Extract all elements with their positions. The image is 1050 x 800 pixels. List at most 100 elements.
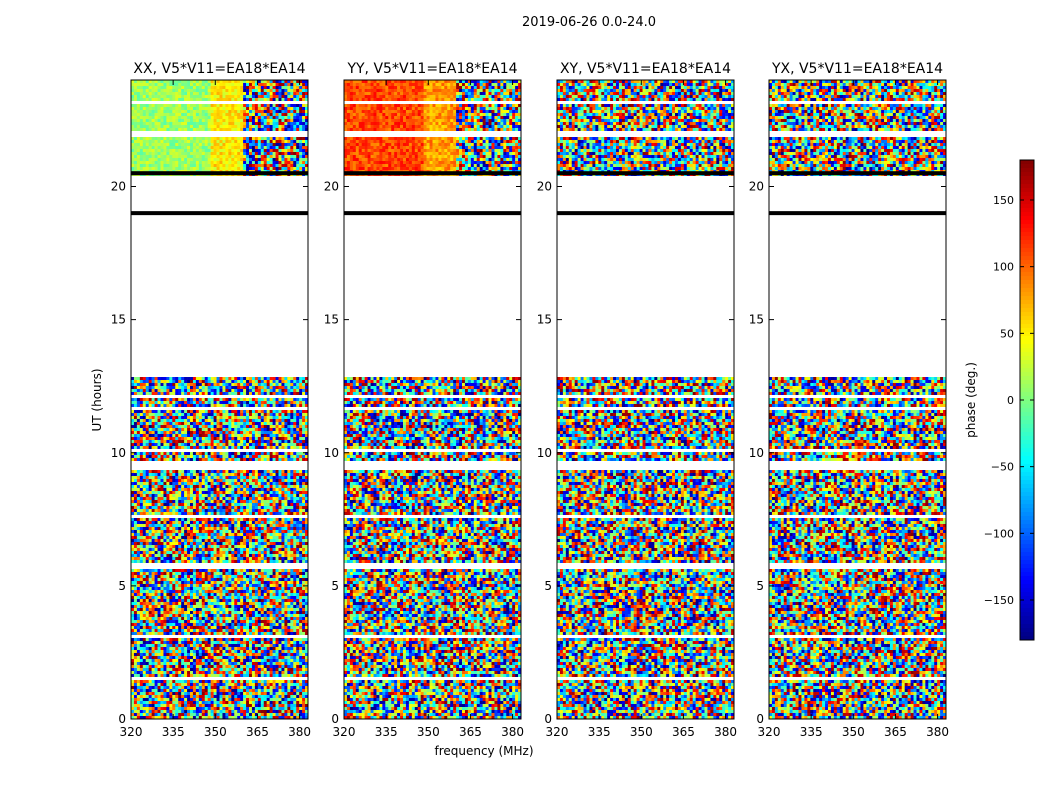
heatmap-cell <box>296 80 300 83</box>
heatmap-cell <box>157 149 161 152</box>
heatmap-cell <box>195 458 200 461</box>
heatmap-cell <box>254 482 259 485</box>
heatmap-cell <box>257 458 262 461</box>
heatmap-cell <box>157 473 161 476</box>
heatmap-cell <box>260 125 265 128</box>
heatmap-cell <box>228 548 232 551</box>
heatmap-cell <box>175 518 179 521</box>
heatmap-cell <box>148 506 152 509</box>
heatmap-cell <box>266 422 270 425</box>
heatmap-cell <box>260 380 265 383</box>
heatmap-cell <box>151 542 155 545</box>
heatmap-cell <box>231 470 235 473</box>
heatmap-cell <box>187 419 191 422</box>
heatmap-cell <box>254 530 259 533</box>
heatmap-cell <box>296 398 300 401</box>
heatmap-cell <box>210 443 214 446</box>
heatmap-cell <box>187 398 191 401</box>
heatmap-cell <box>145 383 149 386</box>
heatmap-cell <box>136 500 141 503</box>
heatmap-cell <box>293 500 297 503</box>
heatmap-cell <box>231 164 235 167</box>
heatmap-cell <box>145 545 149 548</box>
heatmap-cell <box>210 113 214 116</box>
heatmap-cell <box>139 413 144 416</box>
heatmap-cell <box>246 95 250 98</box>
heatmap-cell <box>263 161 267 164</box>
heatmap-cell <box>131 146 135 149</box>
heatmap-cell <box>198 119 203 122</box>
heatmap-cell <box>201 479 206 482</box>
heatmap-cell <box>266 383 270 386</box>
heatmap-cell <box>228 485 232 488</box>
heatmap-cell <box>207 497 211 500</box>
heatmap-cell <box>263 398 267 401</box>
heatmap-cell <box>178 116 182 119</box>
heatmap-cell <box>237 524 241 527</box>
heatmap-cell <box>142 158 147 161</box>
heatmap-cell <box>257 410 262 413</box>
heatmap-cell <box>234 542 238 545</box>
heatmap-cell <box>187 551 191 554</box>
heatmap-cell <box>254 155 259 158</box>
heatmap-cell <box>166 539 170 542</box>
heatmap-cell <box>240 167 244 170</box>
heatmap-cell <box>198 122 203 125</box>
heatmap-cell <box>222 512 226 515</box>
heatmap-cell <box>187 140 191 143</box>
heatmap-cell <box>157 470 161 473</box>
heatmap-cell <box>181 476 185 479</box>
heatmap-cell <box>278 455 282 458</box>
heatmap-cell <box>305 419 309 422</box>
heatmap-cell <box>272 452 276 455</box>
heatmap-cell <box>228 503 232 506</box>
heatmap-cell <box>275 551 279 554</box>
heatmap-cell <box>278 83 282 86</box>
heatmap-cell <box>299 389 303 392</box>
heatmap-cell <box>210 167 214 170</box>
heatmap-cell <box>204 527 208 530</box>
heatmap-cell <box>207 98 211 101</box>
heatmap-cell <box>302 446 306 449</box>
heatmap-cell <box>240 398 244 401</box>
heatmap-cell <box>302 455 306 458</box>
heatmap-cell <box>254 389 259 392</box>
heatmap-cell <box>228 143 232 146</box>
heatmap-cell <box>216 155 220 158</box>
heatmap-cell <box>225 389 229 392</box>
heatmap-cell <box>287 491 291 494</box>
heatmap-cell <box>234 152 238 155</box>
heatmap-cell <box>136 434 141 437</box>
heatmap-cell <box>225 116 229 119</box>
heatmap-cell <box>154 386 158 389</box>
heatmap-cell <box>169 440 173 443</box>
heatmap-cell <box>131 392 135 395</box>
heatmap-cell <box>243 557 247 560</box>
heatmap-cell <box>204 476 208 479</box>
heatmap-cell <box>210 137 214 140</box>
heatmap-cell <box>195 512 200 515</box>
heatmap-cell <box>296 95 300 98</box>
heatmap-cell <box>296 386 300 389</box>
heatmap-cell <box>187 401 191 404</box>
heatmap-cell <box>131 389 135 392</box>
heatmap-cell <box>287 83 291 86</box>
heatmap-cell <box>169 554 173 557</box>
heatmap-cell <box>254 146 259 149</box>
heatmap-cell <box>237 500 241 503</box>
heatmap-cell <box>142 152 147 155</box>
heatmap-cell <box>260 383 265 386</box>
heatmap-cell <box>278 554 282 557</box>
heatmap-cell <box>181 104 185 107</box>
heatmap-cell <box>266 80 270 83</box>
heatmap-cell <box>231 518 235 521</box>
heatmap-cell <box>184 548 188 551</box>
heatmap-cell <box>237 389 241 392</box>
heatmap-cell <box>207 125 211 128</box>
heatmap-cell <box>246 404 250 407</box>
heatmap-cell <box>139 125 144 128</box>
heatmap-cell <box>142 389 147 392</box>
heatmap-cell <box>216 437 220 440</box>
heatmap-cell <box>178 473 182 476</box>
heatmap-cell <box>151 437 155 440</box>
